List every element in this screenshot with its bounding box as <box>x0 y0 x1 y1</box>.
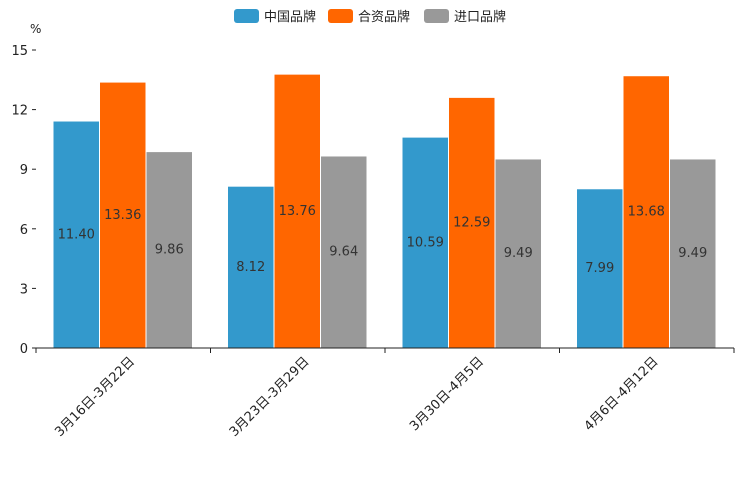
bar <box>577 189 623 348</box>
y-tick-label: 3 <box>20 282 28 297</box>
legend-swatch <box>424 9 449 23</box>
bar <box>670 159 716 348</box>
y-tick-label: 9 <box>20 163 28 178</box>
bar <box>146 152 192 348</box>
bar <box>495 159 541 348</box>
bar <box>623 76 669 348</box>
x-category-label: 3月23日-3月29日 <box>227 354 313 440</box>
bar <box>100 82 146 349</box>
data-label: 8.12 <box>236 260 265 275</box>
bar <box>402 137 448 348</box>
x-category-label: 4月6日-4月12日 <box>582 354 662 434</box>
data-label: 9.64 <box>329 245 358 260</box>
x-category-label: 3月16日-3月22日 <box>52 354 138 440</box>
y-tick-label: 15 <box>11 44 28 59</box>
y-tick-label: 12 <box>11 104 28 119</box>
data-label: 9.49 <box>678 246 707 261</box>
legend-label: 中国品牌 <box>264 9 316 25</box>
data-label: 7.99 <box>585 261 614 276</box>
data-label: 13.36 <box>104 208 141 223</box>
bar <box>449 97 495 349</box>
y-tick-label: 0 <box>20 342 28 357</box>
bar <box>228 186 274 348</box>
y-tick-label: 6 <box>20 223 28 238</box>
bar <box>53 121 99 349</box>
legend-swatch <box>328 9 353 23</box>
data-label: 13.68 <box>628 205 665 220</box>
legend-label: 进口品牌 <box>454 9 506 25</box>
data-label: 11.40 <box>58 227 95 242</box>
data-label: 10.59 <box>407 235 444 250</box>
data-label: 12.59 <box>453 215 490 230</box>
data-label: 9.49 <box>504 246 533 261</box>
bar <box>321 156 367 348</box>
legend-label: 合资品牌 <box>358 9 410 25</box>
bar <box>274 74 320 348</box>
x-category-label: 3月30日-4月5日 <box>407 354 487 434</box>
y-unit-label: % <box>30 22 41 36</box>
data-label: 9.86 <box>155 243 184 258</box>
data-label: 13.76 <box>279 204 316 219</box>
legend-swatch <box>234 9 259 23</box>
